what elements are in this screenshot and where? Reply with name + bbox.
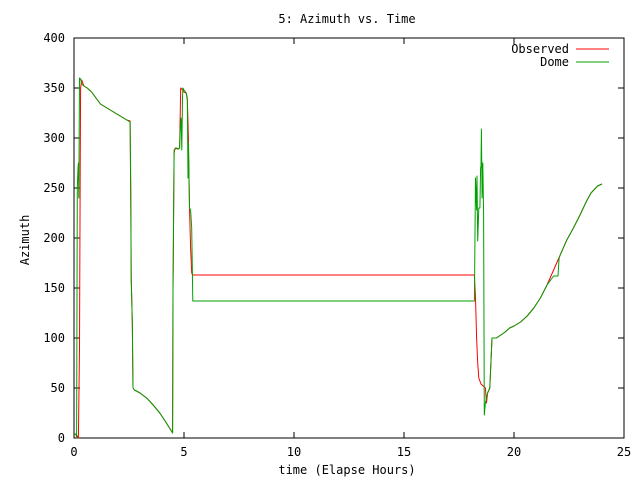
legend-label-dome: Dome [540,55,569,69]
y-tick-label: 150 [43,281,65,295]
series-group [73,77,603,439]
y-tick-label: 50 [51,381,65,395]
y-tick-label: 0 [58,431,65,445]
x-tick-label: 0 [70,445,77,459]
x-tick-label: 25 [617,445,631,459]
x-tick-label: 20 [507,445,521,459]
y-tick-label: 200 [43,231,65,245]
x-axis-label: time (Elapse Hours) [278,463,415,477]
y-axis-label: Azimuth [18,215,32,266]
y-tick-label: 350 [43,81,65,95]
legend-label-observed: Observed [511,42,569,56]
chart-title: 5: Azimuth vs. Time [278,12,415,26]
x-tick-label: 5 [180,445,187,459]
y-tick-label: 250 [43,181,65,195]
x-tick-label: 15 [397,445,411,459]
y-tick-label: 100 [43,331,65,345]
series-line-dome [73,77,603,439]
y-tick-label: 300 [43,131,65,145]
y-tick-label: 400 [43,31,65,45]
x-tick-label: 10 [287,445,301,459]
